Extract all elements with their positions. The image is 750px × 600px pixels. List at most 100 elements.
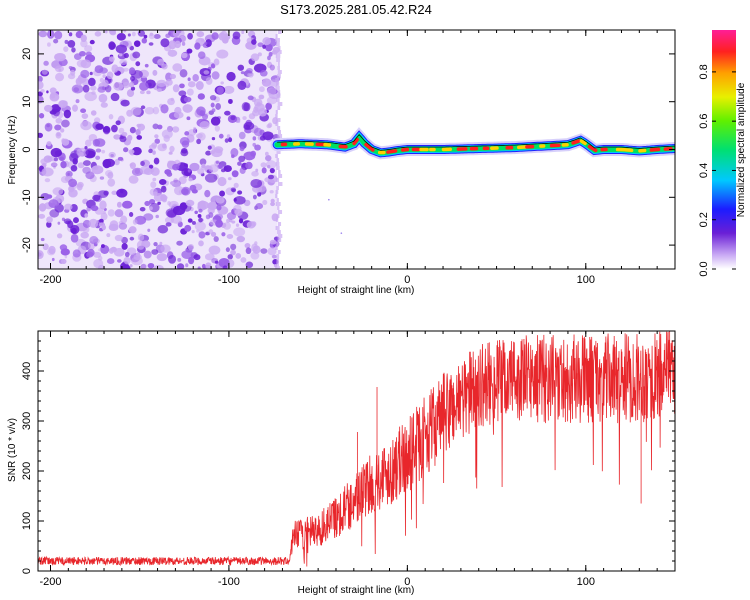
noise-blob <box>148 148 153 154</box>
noise-blob <box>250 179 263 188</box>
noise-blob <box>205 39 212 48</box>
noise-blob <box>210 63 216 69</box>
noise-blob <box>38 95 44 104</box>
noise-blob <box>247 73 252 77</box>
noise-blob <box>53 109 60 117</box>
noise-blob <box>241 30 245 35</box>
noise-blob <box>150 181 157 189</box>
noise-blob <box>143 213 154 221</box>
noise-blob <box>233 182 239 188</box>
noise-blob <box>182 104 193 113</box>
noise-blob <box>225 247 230 253</box>
noise-blob <box>119 135 127 143</box>
noise-blob <box>130 75 136 82</box>
noise-blob <box>55 117 63 124</box>
noise-blob <box>140 105 146 110</box>
noise-blob <box>237 161 242 166</box>
noise-blob <box>71 47 76 53</box>
noise-blob <box>209 150 216 155</box>
noise-blob <box>150 168 155 173</box>
noise-blob <box>136 123 142 128</box>
noise-blob <box>223 85 235 94</box>
noise-edge <box>276 118 281 122</box>
noise-blob <box>228 98 233 104</box>
noise-blob <box>146 90 151 95</box>
noise-edge <box>277 62 280 66</box>
noise-blob <box>137 233 145 242</box>
noise-blob <box>105 30 108 34</box>
noise-blob <box>157 201 161 205</box>
noise-blob <box>224 110 231 116</box>
noise-blob <box>226 71 236 82</box>
noise-blob <box>153 191 158 196</box>
noise-blob <box>140 160 145 167</box>
noise-blob <box>170 97 174 102</box>
noise-blob <box>120 99 130 107</box>
noise-blob <box>259 69 268 77</box>
noise-blob <box>73 53 82 61</box>
noise-blob <box>38 30 48 38</box>
noise-blob <box>89 71 93 76</box>
noise-edge <box>277 182 283 186</box>
noise-blob <box>38 132 43 138</box>
noise-blob <box>262 199 268 206</box>
noise-blob <box>208 245 221 255</box>
noise-blob <box>50 162 58 168</box>
noise-blob <box>60 128 65 133</box>
noise-blob <box>75 99 80 104</box>
noise-blob <box>153 264 164 269</box>
noise-blob <box>153 33 161 39</box>
noise-blob <box>262 44 267 49</box>
noise-blob <box>198 240 204 247</box>
ridge-contour <box>277 134 675 151</box>
noise-blob <box>257 42 264 48</box>
colorbar-tick-label: 0.2 <box>698 212 710 227</box>
noise-blob <box>217 176 227 187</box>
noise-blob <box>238 155 246 163</box>
noise-blob <box>70 164 78 172</box>
noise-blob <box>270 201 276 207</box>
noise-blob <box>184 224 192 232</box>
noise-blob <box>194 221 206 231</box>
noise-blob <box>38 250 44 259</box>
noise-edge <box>277 70 282 74</box>
noise-blob <box>271 254 277 259</box>
noise-blob <box>160 38 170 48</box>
noise-blob <box>115 44 128 54</box>
stray-dot <box>340 232 343 234</box>
noise-blob <box>82 84 90 93</box>
noise-edge <box>277 74 281 78</box>
noise-blob <box>152 150 156 155</box>
noise-blob <box>41 69 48 75</box>
noise-blob <box>46 90 49 94</box>
noise-blob <box>257 52 262 57</box>
noise-blob <box>103 210 106 214</box>
noise-blob <box>168 40 177 50</box>
noise-blob <box>46 216 53 224</box>
noise-region <box>38 30 283 269</box>
noise-blob <box>205 262 212 269</box>
noise-edge <box>276 166 280 170</box>
noise-edge <box>275 246 278 250</box>
noise-blob <box>49 209 60 218</box>
noise-blob <box>118 52 123 57</box>
noise-blob <box>143 34 148 39</box>
noise-blob <box>226 212 237 220</box>
noise-blob <box>140 165 151 175</box>
noise-blob <box>98 93 108 103</box>
noise-blob <box>220 81 224 85</box>
noise-blob <box>144 63 149 68</box>
noise-blob <box>227 177 232 181</box>
noise-blob <box>255 202 264 210</box>
noise-blob <box>219 190 225 197</box>
noise-blob <box>205 150 212 156</box>
noise-blob <box>127 33 131 37</box>
noise-blob <box>208 164 219 173</box>
noise-blob <box>67 39 76 48</box>
snr-series-line <box>38 331 675 567</box>
noise-blob <box>210 116 221 126</box>
noise-blob <box>161 143 167 149</box>
y-tick-label: 0 <box>21 568 33 574</box>
noise-blob <box>143 250 152 259</box>
noise-blob <box>189 184 197 192</box>
